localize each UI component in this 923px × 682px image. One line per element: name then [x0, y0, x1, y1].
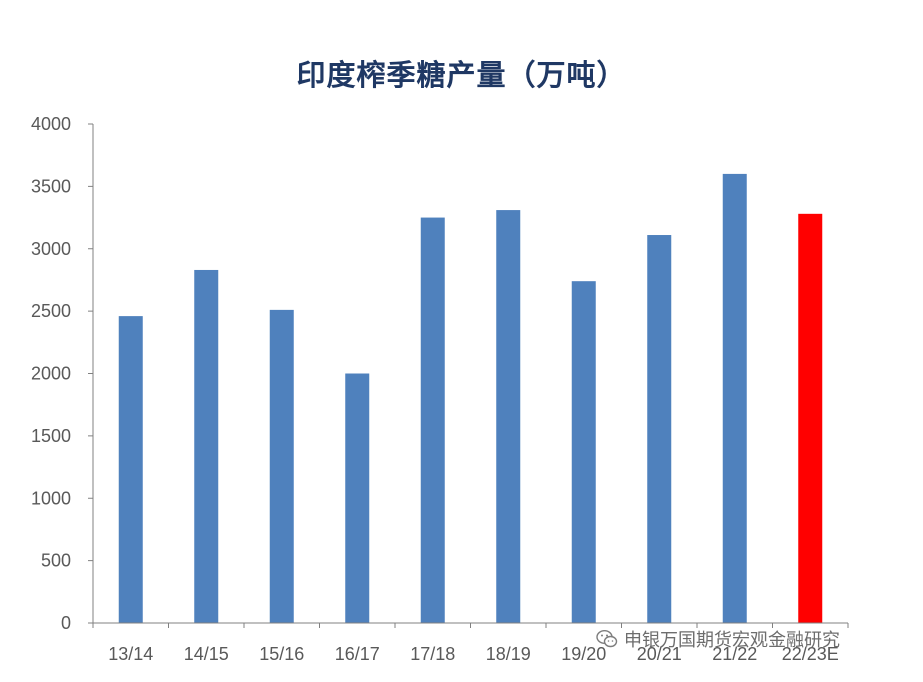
x-tick-label: 15/16: [259, 644, 304, 664]
watermark: 申银万国期货宏观金融研究: [596, 626, 840, 652]
y-tick-label: 2500: [31, 301, 71, 321]
bar-22-23E: [798, 213, 823, 623]
x-tick-label: 22/23E: [782, 644, 839, 664]
y-tick-label: 0: [61, 613, 71, 633]
x-tick-label: 21/22: [712, 644, 757, 664]
x-axis: 13/14 14/15 15/16 16/17 17/18 18/19 19/20 20/21…: [92, 622, 849, 664]
bar-13-14: [118, 316, 143, 623]
chart-title: 印度榨季糖产量（万吨）: [296, 58, 627, 92]
x-tick-label: 16/17: [335, 644, 380, 664]
bar-19-20: [571, 281, 596, 623]
y-tick-label: 500: [41, 551, 71, 571]
x-tick-label: 14/15: [184, 644, 229, 664]
y-tick-label: 3500: [31, 176, 71, 196]
y-axis: 0 500 1000 1500 2000 2500 3000 3500 4000: [31, 114, 94, 633]
y-tick-label: 1000: [31, 488, 71, 508]
wechat-icon: [596, 629, 618, 648]
watermark-text: 申银万国期货宏观金融研究: [624, 630, 840, 651]
x-tick-label: 13/14: [108, 644, 153, 664]
bar-18-19: [496, 210, 521, 623]
bar-21-22: [722, 173, 747, 623]
bar-20-21: [647, 235, 672, 623]
y-tick-label: 3000: [31, 239, 71, 259]
y-tick-label: 1500: [31, 426, 71, 446]
bar-14-15: [194, 269, 219, 623]
y-tick-label: 2000: [31, 364, 71, 384]
bars: [118, 173, 823, 623]
x-tick-label: 17/18: [410, 644, 455, 664]
bar-17-18: [420, 217, 445, 623]
y-tick-label: 4000: [31, 114, 71, 134]
x-tick-label: 19/20: [561, 644, 606, 664]
bar-16-17: [345, 373, 370, 623]
x-tick-label: 18/19: [486, 644, 531, 664]
bar-15-16: [269, 309, 294, 623]
x-tick-label: 20/21: [637, 644, 682, 664]
